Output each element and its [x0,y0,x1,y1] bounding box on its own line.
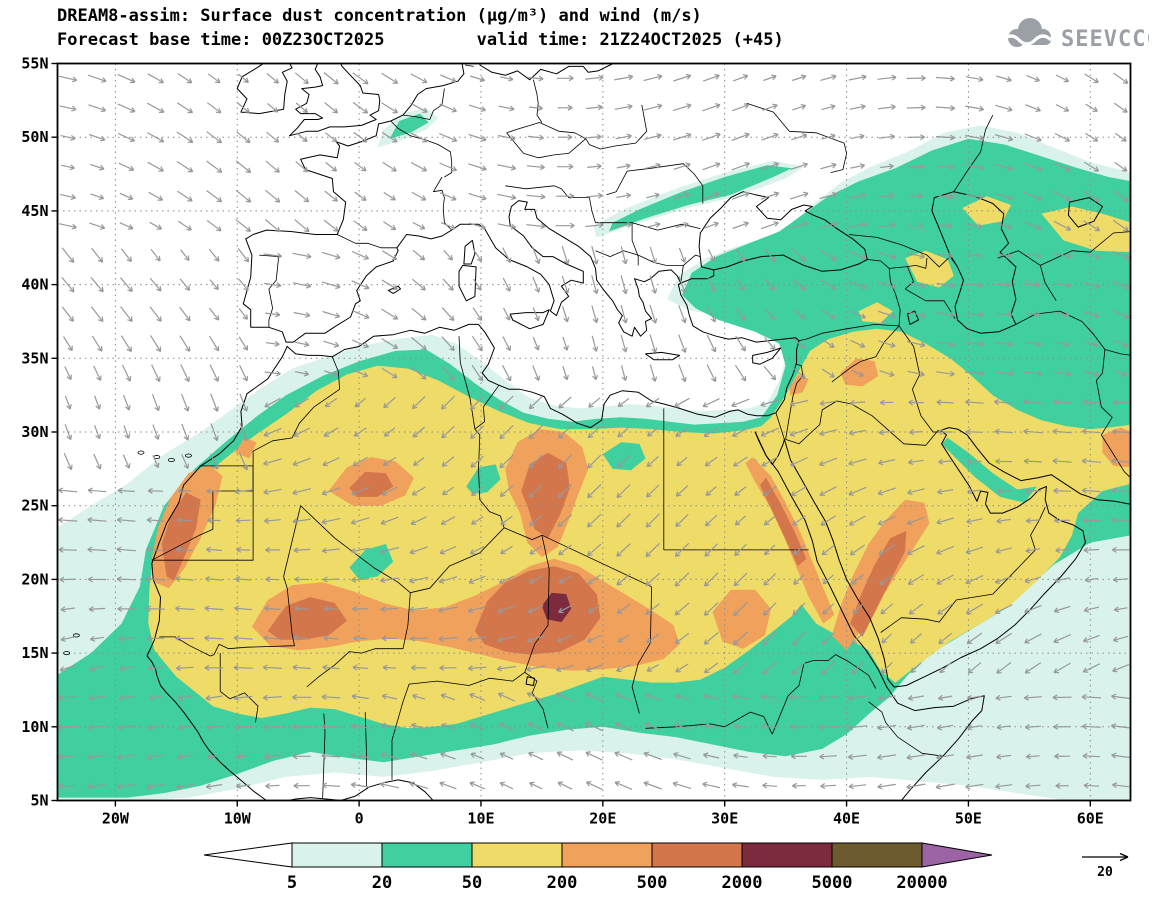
dust-concentration-fill [57,107,1131,801]
colorbar-tick-label: 5000 [812,873,853,893]
y-axis-tick-label: 5N [30,792,48,810]
wind-reference-value: 20 [1097,865,1113,880]
colorbar-tick-label: 200 [547,873,578,893]
colorbar-tick-label: 2000 [722,873,763,893]
colorbar-left-arrow [203,842,293,868]
colorbar: 5 20 50 200 500 2000 5000 20000 [203,842,993,893]
y-axis-tick-label: 10N [21,718,48,736]
x-axis-tick-label: 60E [1077,810,1104,828]
x-axis-tick-label: 20W [102,810,130,828]
x-axis-tick-label: 30E [711,810,738,828]
colorbar-segment [381,842,473,868]
x-axis-tick-label: 20E [589,810,616,828]
x-axis-tick-label: 0 [355,810,364,828]
wind-reference-arrow: 20 [1082,852,1129,880]
colorbar-right-arrow [921,842,993,868]
x-axis-tick-label: 10E [467,810,494,828]
y-axis-tick-label: 25N [21,497,48,515]
colorbar-segment [471,842,563,868]
wind-vectors [58,72,1131,790]
x-axis-tick-label: 50E [955,810,982,828]
y-axis-tick-label: 45N [21,202,48,220]
y-axis-tick-label: 40N [21,276,48,294]
colorbar-segment [831,842,923,868]
cloud-icon [1001,18,1053,47]
chart-subtitle: Forecast base time: 00Z23OCT2025 valid t… [57,30,784,50]
colorbar-tick-label: 500 [637,873,668,893]
y-axis-tick-label: 20N [21,570,48,588]
colorbar-segment [291,842,383,868]
y-axis-tick-label: 35N [21,349,48,367]
axes: 20W 10W 0 10E 20E 30E 40E 50E 60E 5N 10N 15N 20N 25N 3… [21,55,1132,828]
y-axis-tick-label: 30N [21,423,48,441]
map-area [57,63,1131,801]
logo-text: SEEVCCC [1061,27,1149,52]
colorbar-tick-label: 20 [372,873,392,893]
x-axis-tick-label: 10W [224,810,252,828]
y-axis-tick-label: 15N [21,644,48,662]
x-axis-tick-label: 40E [833,810,860,828]
colorbar-segment [741,842,833,868]
colorbar-segment [651,842,743,868]
colorbar-tick-label: 50 [462,873,482,893]
colorbar-tick-label: 20000 [896,873,947,893]
y-axis-tick-label: 55N [21,55,48,73]
seevccc-logo: SEEVCCC [1001,18,1149,52]
y-axis-tick-label: 50N [21,128,48,146]
colorbar-segment [561,842,653,868]
country-borders [151,64,1131,800]
colorbar-tick-label: 5 [287,873,297,893]
chart-title: DREAM8-assim: Surface dust concentration… [57,6,702,26]
